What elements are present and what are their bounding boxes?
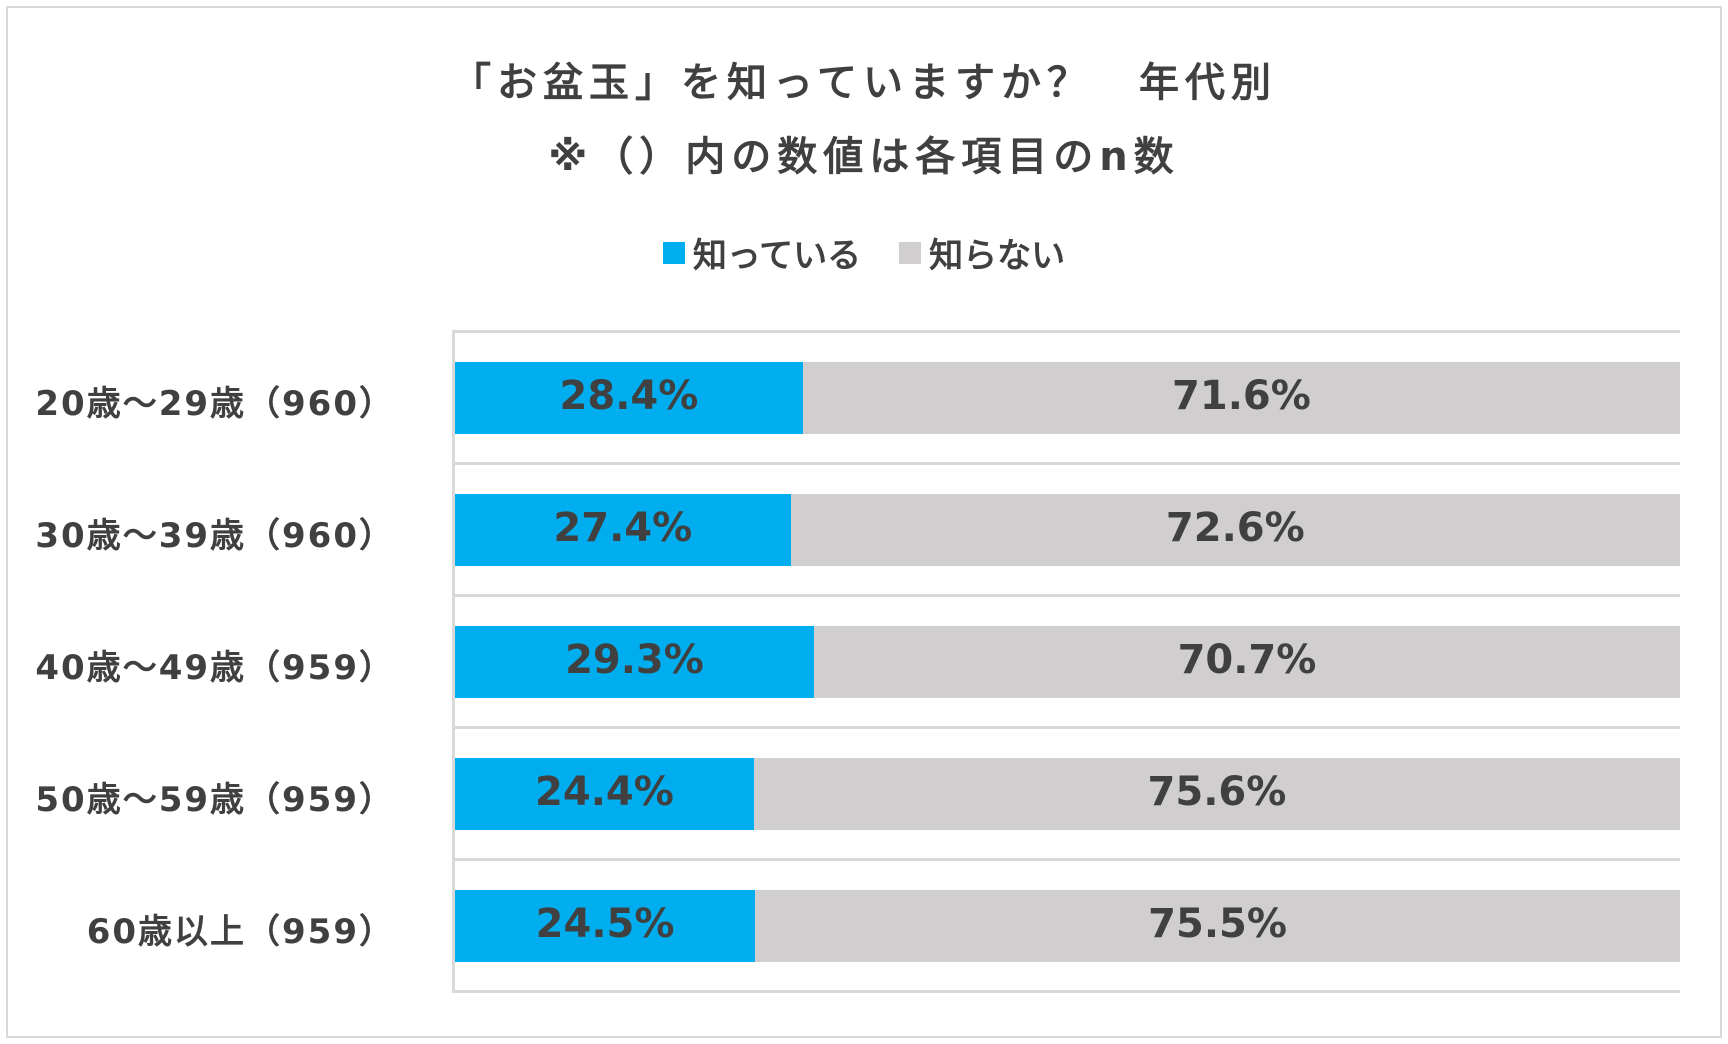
gridline	[452, 330, 1680, 333]
chart-title: 「お盆玉」を知っていますか？ 年代別	[451, 60, 1277, 106]
data-label-unknown: 75.5%	[1148, 901, 1287, 947]
data-label-unknown: 70.7%	[1177, 637, 1317, 683]
category-label: 50歳～59歳（959）	[35, 780, 395, 820]
bar-unknown	[813, 626, 1680, 698]
gridline	[452, 462, 1680, 465]
data-label-unknown: 75.6%	[1147, 769, 1287, 815]
bar-known	[455, 362, 803, 434]
legend-item-unknown: 知らない	[899, 228, 1065, 277]
legend-item-known: 知っている	[662, 228, 862, 277]
bar-unknown	[802, 362, 1680, 434]
category-label: 40歳～49歳（959）	[35, 648, 395, 688]
category-label: 30歳～39歳（960）	[35, 516, 395, 556]
data-label-known: 29.3%	[565, 637, 704, 683]
data-label-known: 24.4%	[535, 769, 674, 815]
data-label-unknown: 72.6%	[1165, 505, 1305, 551]
chart-subtitle: ※（）内の数値は各項目のn数	[548, 134, 1180, 180]
category-label: 20歳～29歳（960）	[35, 384, 395, 424]
bar-known	[455, 626, 814, 698]
bar-unknown	[790, 494, 1680, 566]
category-label: 60歳以上（959）	[86, 912, 395, 952]
legend: 知っている 知らない	[0, 228, 1728, 277]
bar-known	[455, 890, 756, 962]
bar-unknown	[753, 758, 1680, 830]
gridline	[452, 990, 1680, 993]
bar-known	[455, 758, 754, 830]
y-axis-line	[452, 330, 455, 993]
legend-swatch-unknown	[899, 241, 922, 264]
data-label-known: 27.4%	[553, 505, 693, 551]
bar-known	[455, 494, 791, 566]
data-label-unknown: 71.6%	[1172, 373, 1311, 419]
legend-swatch-known	[662, 241, 685, 264]
gridline	[452, 858, 1680, 861]
gridline	[452, 594, 1680, 597]
gridline	[452, 726, 1680, 729]
data-label-known: 24.5%	[535, 901, 675, 947]
legend-label-unknown: 知らない	[929, 236, 1066, 276]
data-label-known: 28.4%	[559, 373, 699, 419]
legend-label-known: 知っている	[692, 236, 862, 276]
bar-unknown	[755, 890, 1680, 962]
